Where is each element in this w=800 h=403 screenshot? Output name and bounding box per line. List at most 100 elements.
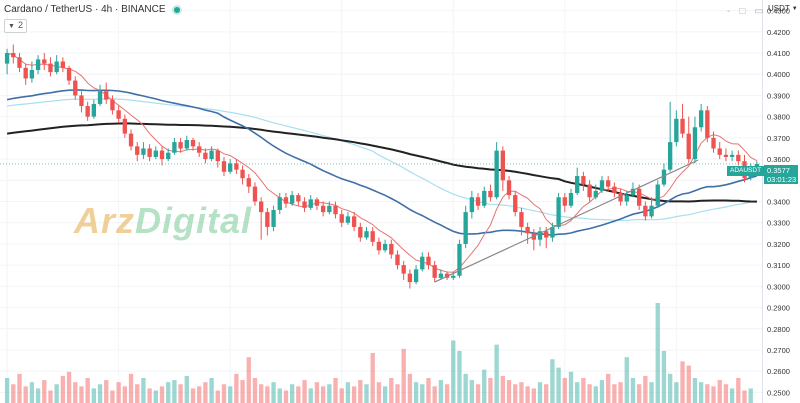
candle-body [135,146,140,155]
volume-bar [277,388,282,403]
candle-body [723,154,729,157]
candle-body [252,186,258,202]
candle-body [674,118,679,143]
volume-bar [333,378,338,403]
ma-fast-line [6,52,758,273]
candle-body [48,63,53,73]
candle-body [314,199,320,206]
volume-bar [401,348,406,403]
volume-bar [438,380,444,403]
trendline [434,159,699,283]
close-icon[interactable]: × [772,6,779,17]
candle-body [258,201,264,213]
price-axis[interactable]: 0.4300 0.4200 0.4100 0.4000 0.3900 0.3800 0.37… [762,0,800,403]
candle-body [500,150,506,181]
candle-body [550,226,555,238]
volume-bar [351,386,357,403]
candle-body [488,190,493,198]
volume-bar [289,384,295,403]
y-tick-label: 0.4000 [767,70,790,79]
candle-body [128,133,134,147]
volume-bar [166,382,171,403]
volume-bar [525,386,530,403]
volume-bar [692,378,698,403]
volume-bar [624,357,629,403]
volume-bar [314,382,320,403]
candle-body [469,197,475,213]
volume-bar [345,382,351,403]
candle-body [178,142,183,149]
candle-body [184,139,189,149]
candle-body [289,195,295,204]
volume-bar [54,384,59,403]
y-tick-label: 0.4300 [767,7,790,16]
candle-body [4,53,10,64]
candle-body [754,163,760,168]
volume-bar [42,380,47,403]
volume-bar [395,384,400,403]
candle-body [42,59,47,64]
y-tick-label: 0.3100 [767,261,790,270]
y-tick-label: 0.2500 [767,388,790,397]
candle-body [395,254,400,266]
volume-bar [376,382,382,403]
indicator-legend-toggle[interactable]: ▼ 2 [4,19,27,33]
candle-body [215,150,220,162]
candle-body [11,53,16,58]
candle-body [345,216,351,223]
volume-bar [265,386,270,403]
candle-body [525,226,530,234]
current-price: 0.3577 [767,166,790,175]
y-tick-label: 0.2600 [767,367,790,376]
current-price-tag: 0.3577 03:01:23 [764,165,798,184]
volume-bar [500,375,506,403]
candle-body [66,67,72,81]
y-tick-label: 0.3800 [767,113,790,122]
volume-bar [327,384,332,403]
candle-body [636,188,642,206]
volume-bar [110,390,115,403]
candle-body [116,110,121,119]
y-tick-label: 0.3200 [767,240,790,249]
volume-bar [407,373,413,403]
volume-bar [66,371,72,403]
volume-bar [717,380,722,403]
volume-bar [451,340,456,403]
candle-body [667,142,673,170]
candle-body [482,190,487,206]
candle-body [506,180,512,196]
pane-controls: - □ ▭ × [727,6,779,17]
maximize-icon[interactable]: ▭ [754,6,764,17]
minimize-icon[interactable]: - [727,6,731,17]
restore-icon[interactable]: □ [739,6,746,17]
ma-light-line [7,98,758,222]
volume-bar [618,382,623,403]
volume-bar [184,375,189,403]
candle-body [729,154,735,157]
candle-body [692,127,698,160]
candle-body [234,163,239,170]
volume-bar [48,390,53,403]
candle-body [705,110,710,138]
candle-body [643,205,648,217]
candle-body [246,178,251,187]
candle-body [599,180,605,191]
candle-body [320,205,326,213]
volume-bar [23,386,28,403]
volume-bar [190,388,196,403]
axis-currency-selector[interactable]: USDT ▼ [768,4,798,13]
candle-body [475,197,481,206]
volume-bar [705,384,710,403]
candle-body [438,273,444,278]
y-tick-label: 0.3700 [767,134,790,143]
y-tick-label: 0.3000 [767,282,790,291]
volume-bar [723,384,729,403]
candle-body [91,103,97,117]
candle-body [612,186,617,194]
volume-bar [358,380,363,403]
candle-body [519,212,524,227]
candle-body [228,163,233,172]
volume-bar [630,378,636,403]
volume-bar [283,390,289,403]
